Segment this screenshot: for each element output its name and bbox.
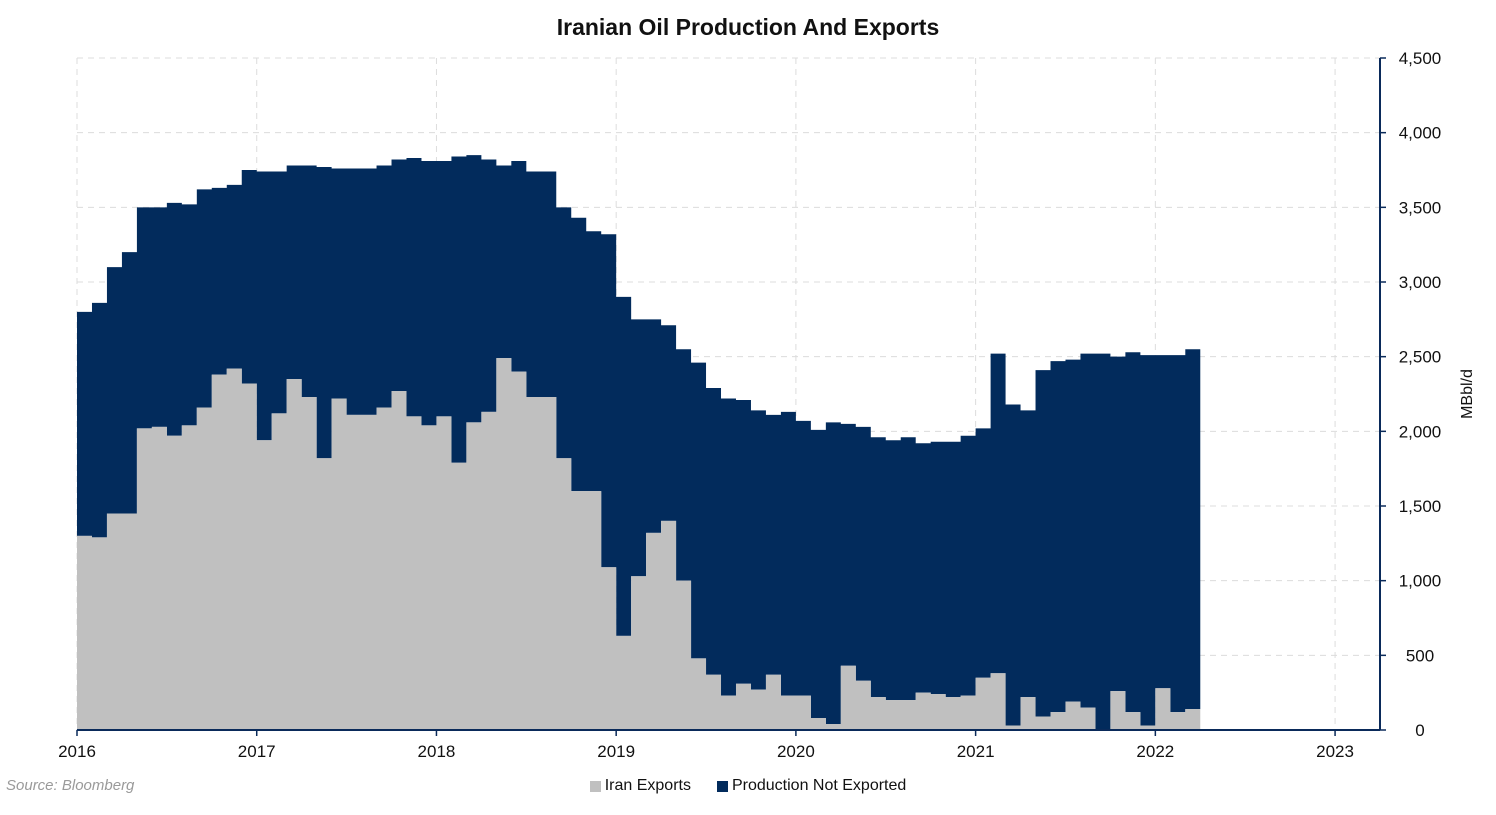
y-tick-label: 2,500 [1399,348,1442,367]
y-tick-label: 0 [1415,721,1424,740]
area-iran-exports [77,358,1201,730]
y-tick-label: 2,000 [1399,422,1442,441]
legend-swatch-iran-exports [589,780,601,792]
y-tick-label: 3,500 [1399,198,1442,217]
x-tick-label: 2018 [418,742,456,761]
chart-title: Iranian Oil Production And Exports [556,14,940,40]
x-tick-label: 2016 [58,742,96,761]
x-tick-label: 2023 [1316,742,1354,761]
legend-swatch-production-not-exported [716,780,728,792]
y-axis-title: MBbl/d [1459,369,1476,419]
y-tick-label: 1,500 [1399,497,1442,516]
x-tick-label: 2022 [1136,742,1174,761]
x-tick-label: 2019 [597,742,635,761]
legend-label-production-not-exported: Production Not Exported [731,777,907,794]
legend-label-iran-exports: Iran Exports [604,777,691,794]
x-tick-label: 2021 [957,742,995,761]
y-tick-label: 500 [1406,646,1434,665]
y-tick-label: 1,000 [1399,572,1442,591]
axes: 2016 2017 2018 2019 2020 2021 2022 2023 0 500 1,00… [58,49,1476,761]
x-tick-label: 2017 [238,742,276,761]
y-tick-label: 4,000 [1399,124,1442,143]
stacked-area-plot [77,155,1201,730]
legend-item-production-not-exported: Production Not Exported [716,777,907,795]
legend-item-iran-exports: Iran Exports [589,777,691,795]
y-tick-label: 4,500 [1399,49,1442,68]
source-note: Source: Bloomberg [6,777,135,794]
y-tick-label: 3,000 [1399,273,1442,292]
area-production-not-exported [77,155,1201,730]
legend: Iran Exports Production Not Exported [0,777,1496,795]
x-tick-label: 2020 [777,742,815,761]
